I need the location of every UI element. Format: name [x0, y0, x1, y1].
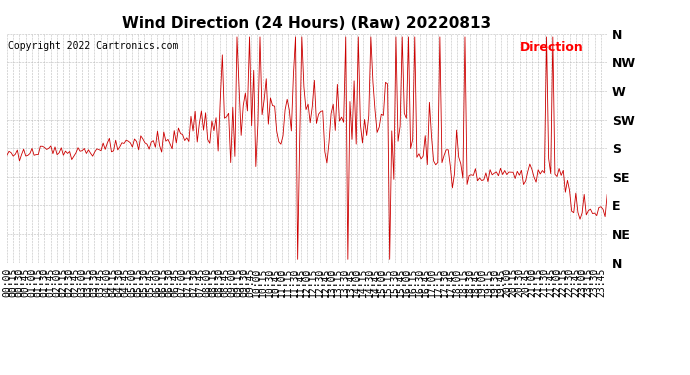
Text: Direction: Direction — [520, 40, 583, 54]
Text: Copyright 2022 Cartronics.com: Copyright 2022 Cartronics.com — [8, 40, 179, 51]
Title: Wind Direction (24 Hours) (Raw) 20220813: Wind Direction (24 Hours) (Raw) 20220813 — [123, 16, 491, 31]
